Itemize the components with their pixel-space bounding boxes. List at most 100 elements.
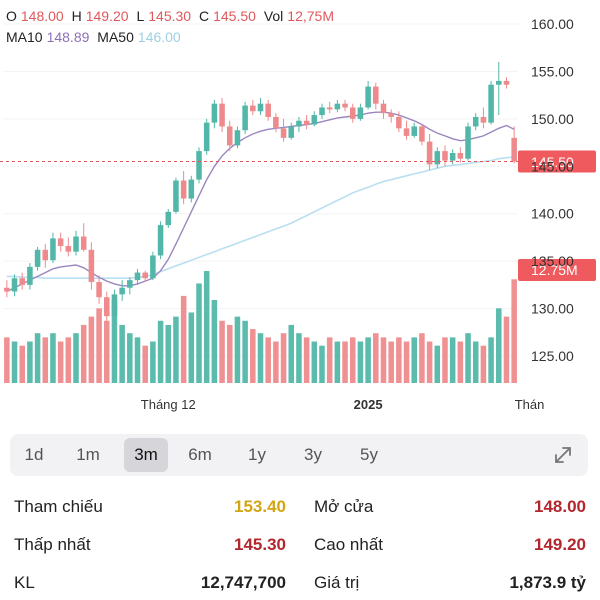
candle-body <box>419 126 425 142</box>
candle-body <box>127 280 133 288</box>
tab-6m[interactable]: 6m <box>188 445 212 464</box>
tab-1m[interactable]: 1m <box>76 445 100 464</box>
volume-bar <box>73 333 79 383</box>
volume-bar <box>449 337 456 383</box>
volume-bar <box>472 341 479 383</box>
volume-bar <box>80 324 87 383</box>
timeframe-tabs: 1d 1m 3m 6m 1y 3y 5y <box>10 434 588 476</box>
volume-bar <box>203 271 210 383</box>
ma50-label: MA50 <box>97 29 134 45</box>
candle-body <box>319 107 325 116</box>
candle-body <box>188 179 195 199</box>
vol-label: Vol <box>263 8 284 24</box>
stat-volume: KL 12,747,700 <box>14 566 286 600</box>
candle-body <box>173 180 179 212</box>
low-stat-label: Thấp nhất <box>14 535 91 554</box>
volume-bar <box>265 337 271 383</box>
volume-bar <box>396 337 402 383</box>
candle-body <box>311 115 318 125</box>
candle-body <box>134 272 141 281</box>
low-stat-value: 145.30 <box>234 535 286 554</box>
candle-body <box>96 282 102 298</box>
candle-body <box>196 151 202 180</box>
candle-body <box>303 120 310 125</box>
volume-bar <box>457 341 464 383</box>
expand-icon[interactable] <box>552 444 574 466</box>
volume-tag-label: 12.75M <box>531 262 578 278</box>
candle-body <box>273 116 279 129</box>
candle-body <box>280 128 287 138</box>
low-value: 145.30 <box>148 8 192 24</box>
reference-value: 153.40 <box>234 497 286 516</box>
volume-bar <box>480 345 487 383</box>
candle-body <box>219 103 225 127</box>
volume-bar <box>188 312 195 383</box>
volume-bar <box>357 341 364 383</box>
candle-body <box>226 126 233 146</box>
candle-body <box>365 86 371 108</box>
stat-reference: Tham chiếu 153.40 <box>14 490 286 524</box>
volume-bar <box>127 333 133 383</box>
volume-bar <box>511 279 517 383</box>
open-value: 148.00 <box>20 8 64 24</box>
volume-bar <box>65 337 72 383</box>
volume-bar <box>57 341 64 383</box>
volume-bar <box>426 341 433 383</box>
y-tick-label: 145.00 <box>531 158 574 174</box>
candle-body <box>119 287 125 295</box>
candle-body <box>465 126 471 159</box>
tab-1d[interactable]: 1d <box>24 445 44 464</box>
candle-body <box>334 103 341 110</box>
current-price-tag <box>518 150 596 173</box>
candle-body <box>42 249 49 261</box>
y-tick-label: 150.00 <box>531 111 574 127</box>
close-label: C <box>198 8 210 24</box>
close-value: 145.50 <box>213 8 256 24</box>
volume-bar <box>388 341 394 383</box>
candle-body <box>380 103 387 114</box>
candle-body <box>211 103 218 123</box>
stat-high: Cao nhất 149.20 <box>314 528 586 562</box>
candle-body <box>480 116 487 123</box>
high-stat-label: Cao nhất <box>314 535 383 554</box>
volume-bar <box>157 320 164 383</box>
candle-body <box>88 249 95 283</box>
volume-bar <box>50 333 56 383</box>
candle-body <box>265 103 271 117</box>
volume-bar <box>342 341 348 383</box>
ohlc-row: O 148.00 H 149.20 L 145.30 C 145.50 Vol 12,75… <box>6 6 338 27</box>
volume-bar <box>311 341 318 383</box>
candle-body <box>457 153 464 159</box>
candle-body <box>288 126 295 138</box>
candle-body <box>411 126 417 136</box>
candle-body <box>349 107 356 119</box>
volume-tag <box>518 259 596 281</box>
candle-body <box>80 236 87 250</box>
candle-body <box>250 105 256 112</box>
x-tick-label: Tháng 12 <box>141 397 196 412</box>
candle-body <box>357 107 364 119</box>
tab-3y[interactable]: 3y <box>304 445 322 464</box>
candle-body <box>434 151 441 165</box>
y-tick-label: 130.00 <box>531 301 574 317</box>
y-tick-label: 160.00 <box>531 16 574 32</box>
open-stat-label: Mở cửa <box>314 497 374 516</box>
candle-body <box>472 116 479 127</box>
volume-bar <box>296 333 302 383</box>
candle-body <box>242 105 248 131</box>
volume-bar <box>442 337 448 383</box>
volume-bar <box>496 308 502 383</box>
tab-5y[interactable]: 5y <box>360 445 378 464</box>
volume-bar <box>104 320 110 383</box>
tab-3m[interactable]: 3m <box>124 438 168 472</box>
tab-1y[interactable]: 1y <box>248 445 266 464</box>
volume-bar <box>34 333 41 383</box>
volume-bar <box>180 295 187 383</box>
candle-body <box>396 116 402 129</box>
volume-bar <box>27 341 33 383</box>
price-chart[interactable]: 145.50 12.75M 160.00 155.00 150.00 145.00 140… <box>0 0 600 420</box>
candle-body <box>11 278 18 292</box>
stat-low: Thấp nhất 145.30 <box>14 528 286 562</box>
volume-bar <box>334 341 341 383</box>
volume-bar <box>142 345 148 383</box>
